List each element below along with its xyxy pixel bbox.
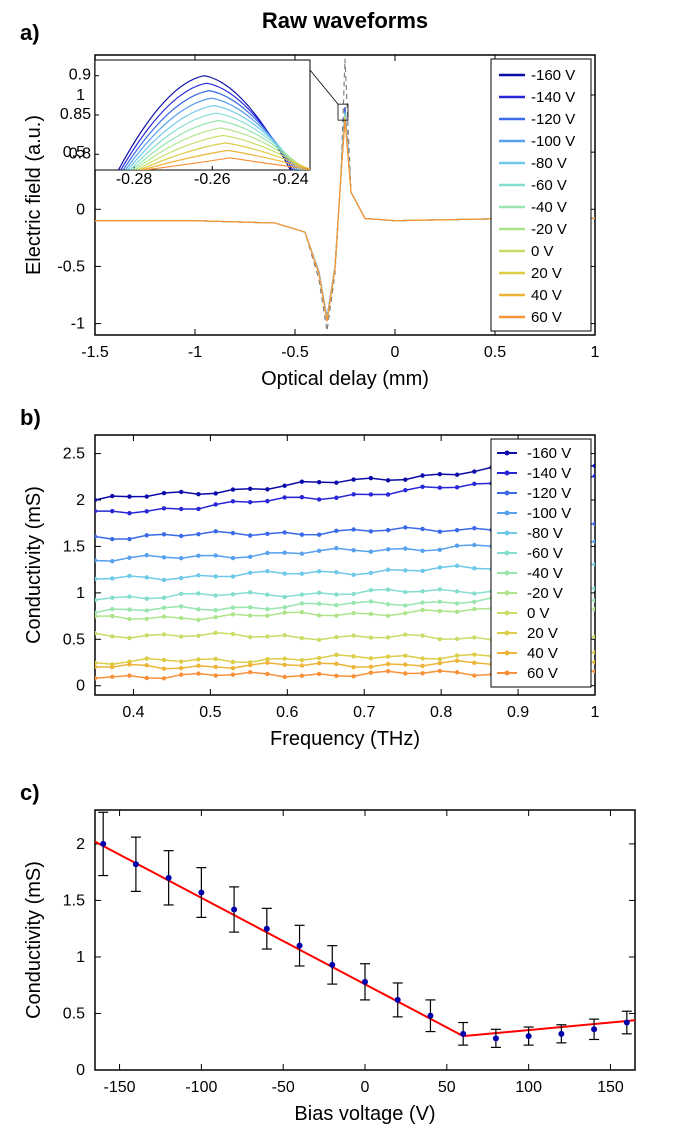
svg-text:20 V: 20 V (527, 625, 558, 642)
svg-text:Raw waveforms: Raw waveforms (262, 8, 428, 33)
svg-text:0.9: 0.9 (507, 704, 529, 721)
svg-text:-120 V: -120 V (531, 111, 575, 128)
svg-text:0.5: 0.5 (63, 631, 85, 648)
svg-text:-60 V: -60 V (527, 545, 563, 562)
svg-text:-1: -1 (71, 316, 85, 333)
svg-text:1: 1 (76, 585, 85, 602)
svg-text:-100 V: -100 V (527, 505, 571, 522)
svg-text:1: 1 (76, 87, 85, 104)
svg-text:-0.24: -0.24 (272, 171, 309, 188)
svg-text:0: 0 (391, 344, 400, 361)
svg-text:Frequency (THz): Frequency (THz) (270, 728, 420, 750)
svg-text:1: 1 (76, 949, 85, 966)
svg-text:0: 0 (76, 201, 85, 218)
svg-text:2: 2 (76, 492, 85, 509)
svg-text:-20 V: -20 V (531, 221, 567, 238)
svg-text:-140 V: -140 V (531, 89, 575, 106)
svg-text:-80 V: -80 V (531, 155, 567, 172)
svg-text:-50: -50 (272, 1079, 295, 1096)
svg-text:-1: -1 (188, 344, 202, 361)
svg-text:40 V: 40 V (527, 645, 558, 662)
svg-text:0.5: 0.5 (199, 704, 221, 721)
figure-root: Raw waveforms a) -1.5 -1 -0.5 0 0.5 1 -1 -0.5 0 0.5… (0, 0, 675, 1134)
svg-text:-40 V: -40 V (531, 199, 567, 216)
svg-text:-1.5: -1.5 (81, 344, 109, 361)
svg-text:0.8: 0.8 (430, 704, 452, 721)
svg-text:0.5: 0.5 (63, 1005, 85, 1022)
svg-text:40 V: 40 V (531, 287, 562, 304)
svg-text:-0.26: -0.26 (194, 171, 231, 188)
svg-text:0.4: 0.4 (122, 704, 144, 721)
svg-text:60 V: 60 V (527, 665, 558, 682)
svg-text:-80 V: -80 V (527, 525, 563, 542)
svg-text:Conductivity (mS): Conductivity (mS) (23, 486, 45, 644)
svg-text:2.5: 2.5 (63, 446, 85, 463)
svg-text:60 V: 60 V (531, 309, 562, 326)
svg-text:0: 0 (361, 1079, 370, 1096)
svg-text:50: 50 (438, 1079, 456, 1096)
svg-text:-60 V: -60 V (531, 177, 567, 194)
svg-text:150: 150 (597, 1079, 624, 1096)
svg-text:1: 1 (591, 344, 600, 361)
svg-text:0.5: 0.5 (484, 344, 506, 361)
svg-text:Bias voltage (V): Bias voltage (V) (294, 1103, 435, 1125)
svg-text:-0.5: -0.5 (281, 344, 309, 361)
svg-text:Conductivity (mS): Conductivity (mS) (23, 861, 45, 1019)
svg-text:0.7: 0.7 (353, 704, 375, 721)
svg-text:-40 V: -40 V (527, 565, 563, 582)
svg-text:0: 0 (76, 1062, 85, 1079)
svg-text:c): c) (20, 780, 40, 805)
svg-text:-160 V: -160 V (531, 67, 575, 84)
svg-text:b): b) (20, 405, 41, 430)
svg-text:-0.28: -0.28 (116, 171, 153, 188)
svg-text:-150: -150 (104, 1079, 136, 1096)
svg-text:-0.5: -0.5 (57, 258, 85, 275)
svg-text:0: 0 (76, 678, 85, 695)
svg-text:0 V: 0 V (531, 243, 554, 260)
svg-text:-160 V: -160 V (527, 445, 571, 462)
svg-text:1.5: 1.5 (63, 538, 85, 555)
svg-text:Electric field (a.u.): Electric field (a.u.) (23, 115, 45, 275)
svg-text:0.8: 0.8 (69, 145, 91, 162)
svg-text:1: 1 (591, 704, 600, 721)
svg-text:0.6: 0.6 (276, 704, 298, 721)
svg-text:0.85: 0.85 (60, 106, 91, 123)
svg-text:Optical delay (mm): Optical delay (mm) (261, 368, 429, 390)
svg-text:-140 V: -140 V (527, 465, 571, 482)
svg-text:0.9: 0.9 (69, 67, 91, 84)
svg-text:100: 100 (515, 1079, 542, 1096)
figure-svg: Raw waveforms a) -1.5 -1 -0.5 0 0.5 1 -1 -0.5 0 0.5… (0, 0, 675, 1134)
svg-text:-100 V: -100 V (531, 133, 575, 150)
svg-text:-120 V: -120 V (527, 485, 571, 502)
svg-text:0 V: 0 V (527, 605, 550, 622)
svg-text:2: 2 (76, 836, 85, 853)
svg-text:-20 V: -20 V (527, 585, 563, 602)
svg-text:a): a) (20, 20, 40, 45)
svg-text:-100: -100 (185, 1079, 217, 1096)
svg-text:20 V: 20 V (531, 265, 562, 282)
svg-text:1.5: 1.5 (63, 892, 85, 909)
